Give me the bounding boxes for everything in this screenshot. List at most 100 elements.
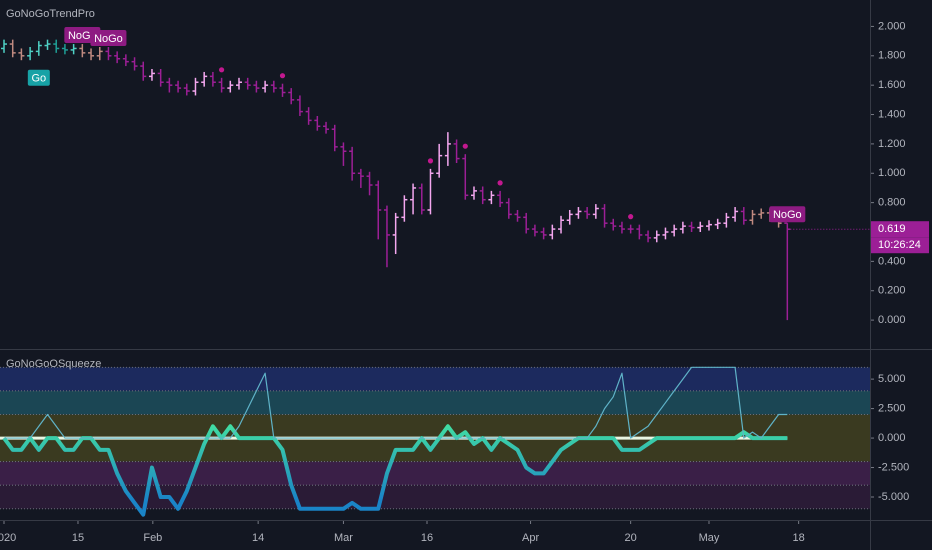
ohlc-bar — [671, 224, 678, 237]
x-tick-label: 14 — [252, 532, 264, 544]
signal-dot — [427, 158, 434, 164]
x-tick-label: Apr — [522, 532, 539, 544]
indicator-title: GoNoGoOSqueeze — [6, 358, 101, 370]
ohlc-bar — [705, 220, 712, 231]
y-tick-label: 0.400 — [878, 255, 906, 267]
ohlc-bar — [584, 207, 591, 219]
x-tick-label: 16 — [421, 532, 433, 544]
ohlc-bar — [166, 77, 173, 93]
signal-dot — [628, 214, 634, 220]
ohlc-bar — [592, 204, 599, 219]
ohlc-bar — [70, 44, 77, 55]
x-tick-label: 20 — [625, 532, 637, 544]
ohlc-bar — [618, 221, 625, 234]
y-tick-label: 0.800 — [878, 197, 906, 209]
ohlc-bar — [53, 39, 60, 53]
ohlc-bar — [688, 221, 695, 232]
ohlc-bar — [679, 221, 686, 234]
ohlc-bar — [749, 209, 756, 225]
ohlc-bar — [488, 190, 495, 205]
ohlc-bar — [383, 205, 390, 268]
band — [0, 461, 870, 486]
ohlc-bar — [558, 215, 565, 234]
ohlc-bar — [645, 230, 652, 243]
ohlc-bar — [96, 46, 103, 61]
countdown-label: 10:26:24 — [878, 239, 921, 251]
ohlc-bar — [192, 77, 199, 96]
ohlc-bar — [227, 80, 234, 93]
y-tick-label: -2.500 — [878, 461, 909, 473]
annotation-box — [769, 206, 806, 223]
y-tick-label: -5.000 — [878, 491, 909, 503]
annotation-label: Go — [31, 73, 46, 85]
annotation-label: NoGo — [773, 209, 802, 221]
y-tick-label: 5.000 — [878, 373, 906, 385]
x-tick-label: 15 — [72, 532, 84, 544]
ohlc-bar — [279, 83, 286, 97]
ohlc-bar — [531, 224, 538, 237]
ohlc-bar — [157, 69, 164, 87]
ohlc-bar — [148, 69, 155, 81]
ohlc-bar — [88, 48, 95, 61]
x-tick-label: 18 — [793, 532, 805, 544]
ohlc-bar — [732, 207, 739, 222]
ohlc-bar — [270, 80, 277, 93]
y-tick-label: 0.000 — [878, 314, 906, 326]
ohlc-bar — [314, 116, 321, 131]
ohlc-bar — [305, 107, 312, 125]
ohlc-bar — [244, 77, 251, 90]
signal-dot — [497, 180, 503, 186]
ohlc-bar — [209, 71, 216, 87]
squeeze-line — [4, 366, 788, 439]
y-tick-label: 0.000 — [878, 432, 906, 444]
ohlc-bar — [105, 46, 112, 61]
ohlc-bar — [235, 77, 242, 90]
x-tick-label: Feb — [143, 532, 162, 544]
ohlc-bar — [497, 190, 504, 208]
ohlc-bar — [114, 51, 121, 64]
ohlc-bar — [201, 71, 208, 87]
ohlc-bar — [610, 218, 617, 231]
ohlc-bar — [262, 80, 269, 93]
ohlc-bar — [566, 209, 573, 225]
ohlc-bar — [470, 186, 477, 200]
ohlc-bar — [514, 209, 521, 222]
ohlc-bar — [357, 168, 364, 188]
signal-dot — [279, 73, 286, 79]
ohlc-bar — [723, 212, 730, 228]
last-price-box — [871, 221, 929, 238]
annotation-box — [90, 29, 127, 46]
ohlc-bar — [183, 83, 190, 96]
ohlc-bar — [366, 171, 373, 196]
y-tick-label: 1.000 — [878, 167, 906, 179]
ohlc-bar — [653, 230, 660, 243]
y-tick-label: 1.800 — [878, 50, 906, 62]
annotation-box — [27, 69, 50, 86]
ohlc-bar — [61, 44, 68, 55]
ohlc-bar — [349, 146, 356, 181]
signal-dot — [462, 143, 468, 149]
x-tick-label: May — [699, 532, 720, 544]
band — [0, 485, 870, 509]
x-tick-label: Mar — [334, 532, 353, 544]
ohlc-bar — [505, 198, 512, 219]
ohlc-bar — [331, 124, 338, 152]
indicator-title: GoNoGoTrendPro — [6, 8, 95, 20]
ohlc-bar — [18, 48, 25, 61]
ohlc-bar — [1, 39, 8, 53]
ohlc-bar — [549, 224, 556, 240]
ohlc-bar — [401, 195, 408, 222]
ohlc-bar — [122, 54, 129, 67]
ohlc-bar — [79, 44, 86, 58]
y-tick-label: 1.200 — [878, 138, 906, 150]
ohlc-bar — [453, 139, 460, 163]
ohlc-bar — [575, 207, 582, 219]
ohlc-bar — [462, 154, 469, 200]
ohlc-bar — [662, 227, 669, 240]
ohlc-bar — [636, 224, 643, 240]
ohlc-bar — [410, 183, 417, 215]
ohlc-bar — [697, 221, 704, 232]
ohlc-bar — [44, 39, 51, 50]
